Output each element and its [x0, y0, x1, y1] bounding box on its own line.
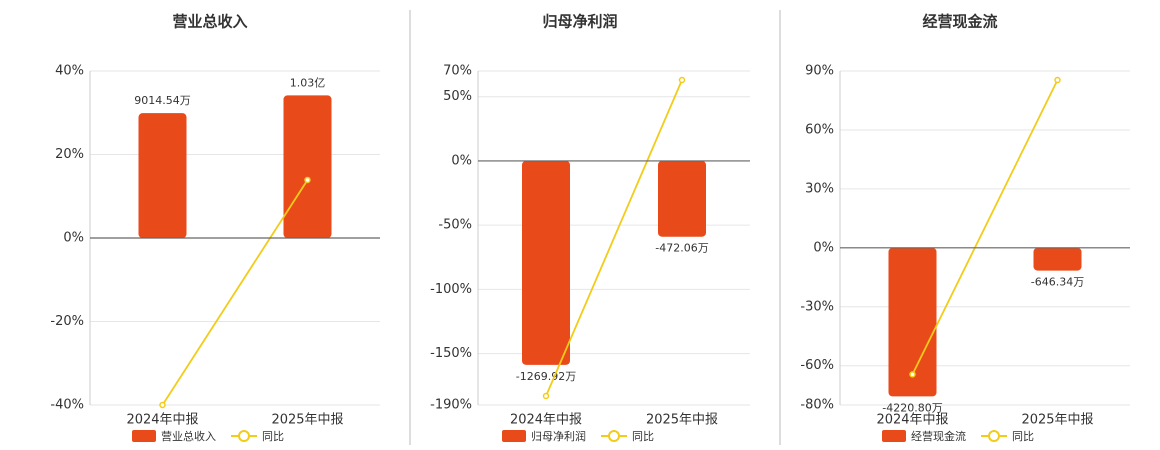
x-tick-label: 2024年中报 — [126, 413, 198, 428]
bar — [283, 95, 332, 238]
data-label: -4220.80万 — [882, 401, 942, 414]
y-tick-label: -100% — [430, 282, 472, 297]
line-point — [1054, 76, 1061, 84]
line-point — [678, 76, 686, 84]
bar — [658, 160, 706, 237]
chart-title: 营业总收入 — [172, 13, 247, 31]
line-point — [542, 392, 550, 400]
legend-marker — [238, 430, 250, 442]
y-tick-label: -190% — [430, 398, 472, 413]
data-label: 1.03亿 — [290, 76, 326, 89]
y-tick-label: 60% — [805, 122, 834, 137]
legend-marker — [608, 430, 620, 442]
y-tick-label: -40% — [50, 398, 84, 413]
x-tick-label: 2025年中报 — [271, 413, 343, 428]
bar — [888, 247, 937, 397]
legend-label: 同比 — [262, 430, 284, 443]
y-tick-label: -150% — [430, 346, 472, 361]
bar — [522, 160, 570, 365]
y-tick-label: 0% — [63, 231, 84, 246]
y-tick-label: -30% — [800, 299, 834, 314]
chart-title: 经营现金流 — [922, 13, 997, 31]
y-tick-label: 70% — [443, 64, 472, 79]
y-tick-label: 40% — [55, 64, 84, 79]
x-tick-label: 2024年中报 — [876, 413, 948, 428]
chart-title: 归母净利润 — [542, 13, 617, 31]
line — [911, 79, 1059, 375]
y-tick-label: -20% — [50, 314, 84, 329]
data-label: 9014.54万 — [134, 94, 191, 107]
y-tick-label: -50% — [438, 218, 472, 233]
line-point — [159, 401, 166, 409]
x-tick-label: 2025年中报 — [646, 413, 718, 428]
line-point — [909, 371, 916, 378]
y-tick-label: 0% — [451, 153, 472, 168]
legend-label: 同比 — [632, 430, 654, 443]
line — [161, 179, 309, 406]
legend-swatch — [502, 430, 526, 442]
data-label: -1269.92万 — [516, 370, 576, 383]
y-tick-label: 30% — [805, 181, 834, 196]
legend-label: 同比 — [1012, 430, 1034, 443]
bar — [138, 113, 187, 238]
y-tick-label: 0% — [813, 240, 834, 255]
legend-label: 营业总收入 — [161, 429, 216, 443]
line — [545, 79, 683, 397]
legend-swatch — [132, 430, 156, 442]
y-tick-label: 90% — [805, 64, 834, 79]
legend-label: 经营现金流 — [911, 429, 966, 443]
y-tick-label: 20% — [55, 147, 84, 162]
data-label: -646.34万 — [1031, 276, 1084, 289]
legend-label: 归母净利润 — [531, 429, 586, 443]
legend-marker — [988, 430, 1000, 442]
bar — [1033, 247, 1082, 271]
line-point — [304, 176, 311, 184]
x-tick-label: 2025年中报 — [1021, 413, 1093, 428]
y-tick-label: -80% — [800, 398, 834, 413]
legend-swatch — [882, 430, 906, 442]
x-tick-label: 2024年中报 — [510, 413, 582, 428]
y-tick-label: -60% — [800, 358, 834, 373]
data-label: -472.06万 — [655, 242, 708, 255]
y-tick-label: 50% — [443, 89, 472, 104]
